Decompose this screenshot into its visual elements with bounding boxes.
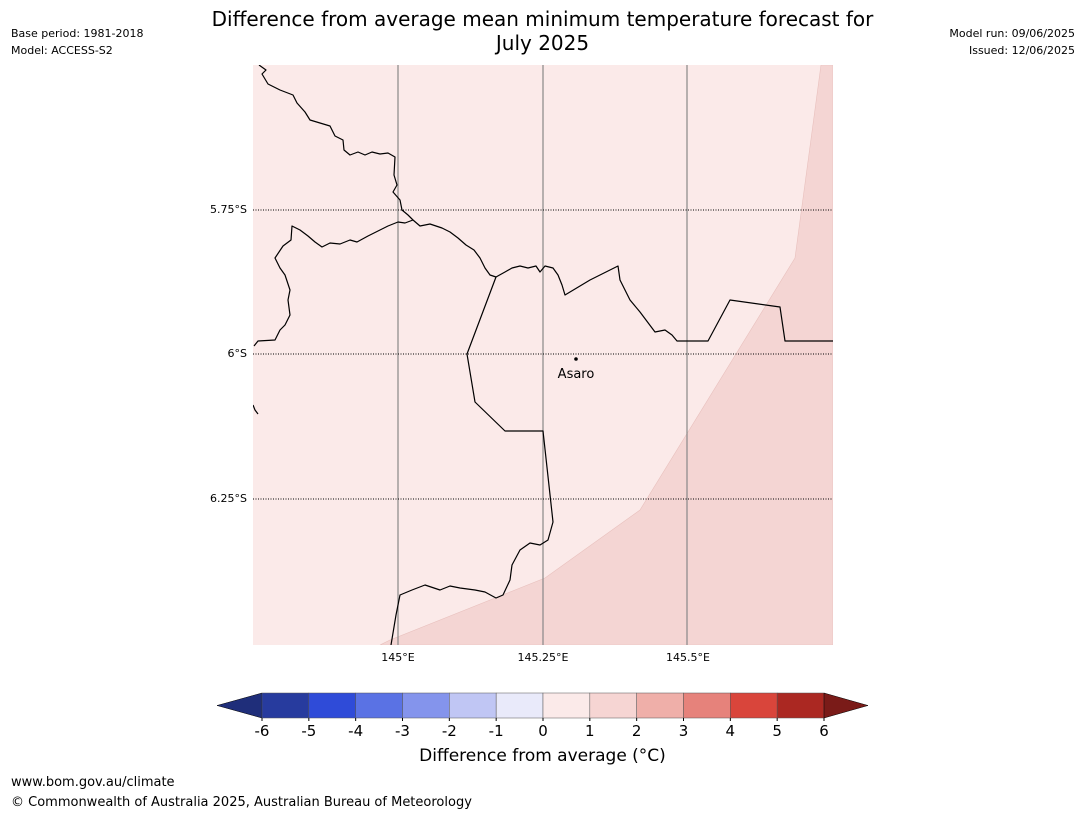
- colorbar-bin: [636, 692, 684, 719]
- lon-label-145-25: 145.25°E: [518, 651, 569, 664]
- anomaly-band-1-2: [379, 65, 833, 645]
- colorbar-bin: [683, 692, 731, 719]
- colorbar-tick-label: -3: [395, 722, 410, 740]
- colorbar-under-arrow: [216, 692, 263, 719]
- model-text: Model: ACCESS-S2: [11, 44, 113, 57]
- lat-label-5-75: 5.75°S: [210, 203, 247, 216]
- colorbar: -6 -5 -4 -3 -2 -1 0 1 2 3 4 5 6: [216, 692, 869, 740]
- colorbar-bin: [589, 692, 637, 719]
- colorbar-label: Difference from average (°C): [419, 746, 666, 766]
- boundary-west-fragment: [253, 404, 259, 415]
- boundary-south: [390, 276, 554, 645]
- colorbar-bin: [449, 692, 497, 719]
- asaro-marker: [574, 357, 578, 361]
- colorbar-tick-label: 6: [819, 722, 829, 740]
- asaro-label: Asaro: [558, 367, 595, 382]
- colorbar-tick-label: -1: [489, 722, 504, 740]
- colorbar-tick-label: -4: [348, 722, 363, 740]
- boundary-central: [407, 214, 833, 342]
- colorbar-tick-label: 1: [585, 722, 595, 740]
- colorbar-tick-label: -6: [255, 722, 270, 740]
- province-boundaries: [253, 65, 833, 645]
- footer-copyright: © Commonwealth of Australia 2025, Austra…: [11, 795, 472, 810]
- lon-label-145: 145°E: [381, 651, 414, 664]
- colorbar-tick-label: -5: [301, 722, 316, 740]
- lon-label-145-5: 145.5°E: [666, 651, 710, 664]
- colorbar-tick-label: -2: [442, 722, 457, 740]
- colorbar-tick-label: 2: [632, 722, 642, 740]
- colorbar-over-arrow: [823, 692, 869, 719]
- chart-title: Difference from average mean minimum tem…: [0, 7, 1085, 55]
- title-line-2: July 2025: [495, 31, 590, 55]
- model-run-text: Model run: 09/06/2025: [949, 27, 1075, 40]
- map-area: [253, 65, 833, 645]
- colorbar-tick-label: 0: [538, 722, 548, 740]
- colorbar-bin: [402, 692, 450, 719]
- colorbar-bin: [542, 692, 591, 719]
- colorbar-bin: [308, 692, 356, 719]
- colorbar-bin: [495, 692, 544, 719]
- colorbar-bin: [776, 692, 825, 719]
- footer-url: www.bom.gov.au/climate: [11, 775, 175, 790]
- colorbar-bin: [355, 692, 403, 719]
- colorbar-tick-label: 4: [726, 722, 736, 740]
- colorbar-bin: [261, 692, 310, 719]
- issued-text: Issued: 12/06/2025: [968, 44, 1075, 57]
- base-period-text: Base period: 1981-2018: [11, 27, 144, 40]
- title-line-1: Difference from average mean minimum tem…: [211, 7, 874, 31]
- lat-label-6: 6°S: [228, 347, 247, 360]
- colorbar-tick-label: 5: [772, 722, 782, 740]
- colorbar-bin: [730, 692, 778, 719]
- colorbar-tick-label: 3: [679, 722, 689, 740]
- lat-label-6-25: 6.25°S: [210, 492, 247, 505]
